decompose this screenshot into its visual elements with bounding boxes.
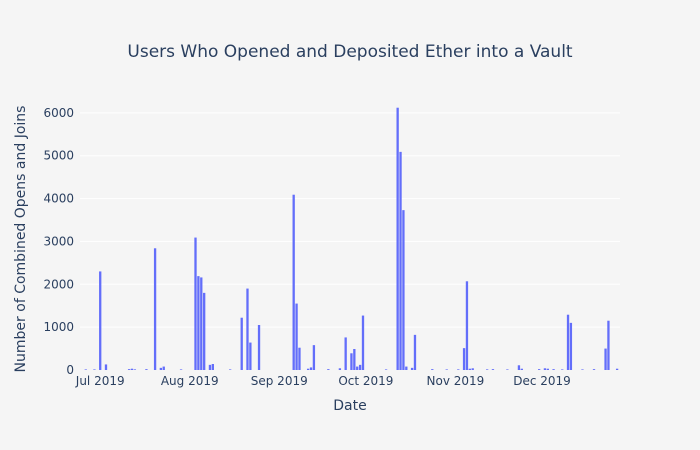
- bar: [399, 151, 402, 370]
- bar: [543, 368, 547, 370]
- bar: [361, 315, 365, 370]
- bar: [506, 369, 509, 370]
- bar: [327, 369, 330, 370]
- bar: [93, 369, 96, 370]
- bar: [569, 322, 573, 370]
- bar: [491, 369, 495, 370]
- y-tick-label: 6000: [43, 106, 74, 120]
- bar: [356, 366, 359, 370]
- bar: [162, 366, 165, 370]
- bar: [153, 248, 157, 370]
- bar: [402, 210, 405, 370]
- bars: [84, 107, 619, 371]
- bar: [179, 369, 183, 370]
- y-tick-label: 3000: [43, 234, 74, 248]
- x-tick-label: Dec 2019: [513, 374, 571, 388]
- bar: [457, 369, 460, 370]
- y-tick-label: 5000: [43, 149, 74, 163]
- bar: [350, 353, 353, 370]
- bar: [200, 277, 203, 370]
- bar: [344, 337, 347, 370]
- bar: [431, 369, 434, 370]
- bar: [298, 347, 301, 370]
- bar: [159, 367, 163, 370]
- x-axis-title: Date: [333, 398, 366, 414]
- bar: [306, 368, 310, 370]
- bar: [99, 271, 102, 370]
- bar: [211, 364, 214, 370]
- y-tick-label: 1000: [43, 320, 74, 334]
- bar: [405, 366, 408, 370]
- bar: [208, 364, 212, 370]
- bar: [471, 368, 474, 370]
- bar: [312, 345, 316, 370]
- bar: [520, 368, 523, 370]
- bar: [607, 320, 610, 370]
- bar: [604, 348, 607, 370]
- bar: [145, 369, 148, 370]
- x-tick-label: Jul 2019: [75, 374, 125, 388]
- gridlines: [80, 112, 620, 328]
- bar: [229, 369, 232, 370]
- bar: [445, 369, 448, 370]
- bar: [358, 364, 362, 370]
- bar: [197, 276, 200, 370]
- bar: [353, 349, 356, 370]
- bar: [592, 369, 596, 370]
- bar: [537, 369, 541, 370]
- bar: [309, 367, 313, 370]
- bar: [462, 348, 466, 370]
- bar: [566, 314, 570, 370]
- bar: [203, 292, 206, 370]
- bar: [546, 368, 549, 370]
- bar: [249, 342, 252, 370]
- bar: [517, 365, 521, 370]
- bar: [384, 369, 388, 370]
- x-tick-label: Sep 2019: [251, 374, 308, 388]
- y-tick-label: 4000: [43, 192, 74, 206]
- y-tick-labels: 0 1000 2000 3000 4000 5000 6000: [43, 106, 74, 377]
- bar: [410, 367, 414, 370]
- bar: [240, 317, 243, 370]
- bar: [561, 369, 564, 370]
- bar: [413, 334, 417, 370]
- bar: [552, 369, 555, 370]
- bar: [468, 368, 471, 370]
- x-tick-label: Nov 2019: [427, 374, 485, 388]
- bar: [295, 303, 298, 370]
- y-tick-label: 0: [66, 363, 74, 377]
- x-tick-label: Aug 2019: [161, 374, 219, 388]
- bar: [133, 369, 137, 370]
- bar: [486, 369, 489, 370]
- bar: [396, 107, 399, 371]
- bar: [292, 194, 295, 370]
- y-tick-label: 2000: [43, 277, 74, 291]
- bar: [130, 368, 134, 370]
- bar: [338, 368, 342, 370]
- bar: [465, 281, 469, 370]
- bar: [194, 237, 197, 370]
- x-tick-labels: Jul 2019 Aug 2019 Sep 2019 Oct 2019 Nov 2019…: [75, 374, 571, 388]
- bar: [615, 368, 619, 370]
- bar: [84, 369, 87, 370]
- bar: [127, 369, 131, 370]
- bar: [257, 325, 261, 370]
- y-axis-title: Number of Combined Opens and Joins: [13, 106, 29, 373]
- bar: [104, 364, 108, 370]
- bar: [581, 369, 584, 370]
- x-tick-label: Oct 2019: [338, 374, 393, 388]
- chart-title: Users Who Opened and Deposited Ether int…: [127, 42, 573, 62]
- bar: [246, 288, 249, 370]
